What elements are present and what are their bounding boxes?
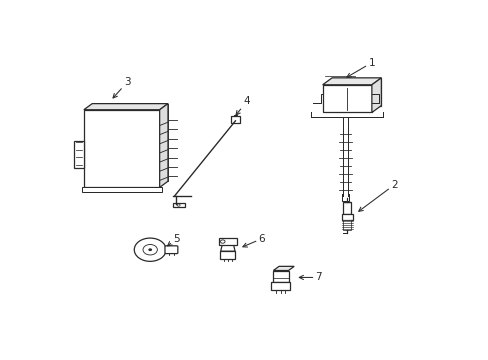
Circle shape [134,238,166,261]
Bar [74,141,84,168]
Polygon shape [371,78,381,112]
Circle shape [142,244,157,255]
Circle shape [220,240,224,243]
Bar [343,202,351,214]
Bar [218,238,237,246]
Polygon shape [159,104,168,187]
Text: 6: 6 [243,234,265,247]
Polygon shape [84,104,168,110]
Text: 5: 5 [167,234,180,246]
Text: 3: 3 [113,77,130,98]
Bar [331,78,381,105]
Bar [322,85,371,112]
Bar [341,214,352,220]
Circle shape [177,204,180,206]
Text: 7: 7 [299,273,322,283]
Bar [220,251,235,259]
Circle shape [148,248,152,251]
Bar [82,187,161,192]
Bar [271,282,290,291]
Bar [343,220,351,230]
Bar [230,116,240,123]
Bar [173,203,184,207]
Polygon shape [322,78,381,85]
Polygon shape [273,266,294,270]
Bar [84,110,159,187]
Bar [342,117,347,201]
Text: 4: 4 [236,96,250,115]
Bar [273,270,288,282]
Text: 1: 1 [346,58,374,77]
Text: 2: 2 [358,180,397,211]
FancyBboxPatch shape [164,246,178,253]
Polygon shape [220,245,235,251]
Bar [92,104,168,181]
